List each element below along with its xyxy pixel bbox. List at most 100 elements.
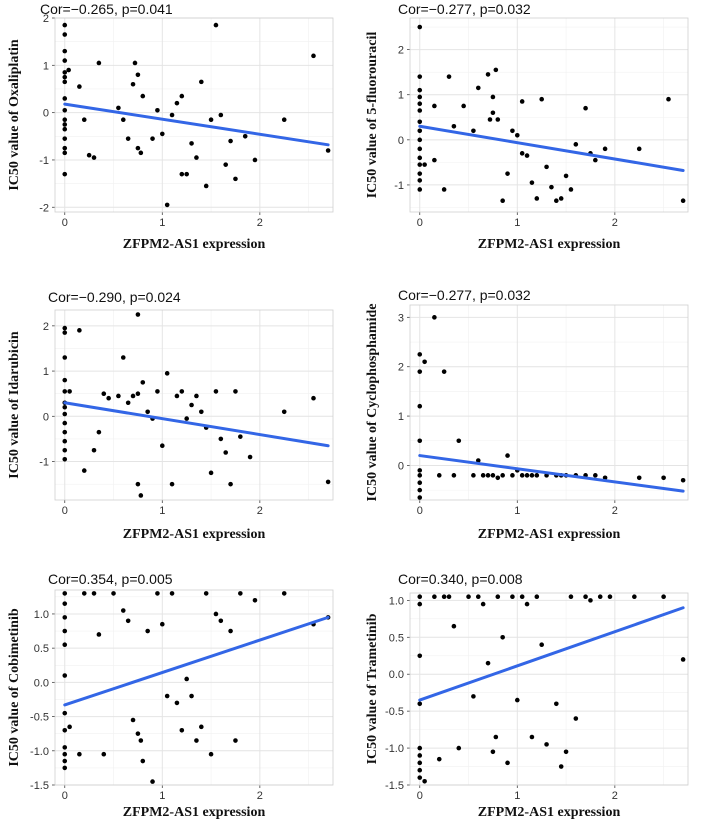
data-point xyxy=(563,173,569,179)
data-point xyxy=(62,758,68,764)
data-point xyxy=(62,456,68,462)
y-tick-label: 0.5 xyxy=(389,632,404,644)
data-point xyxy=(62,429,68,435)
data-point xyxy=(417,760,423,766)
data-point xyxy=(432,157,437,163)
data-point xyxy=(417,178,423,183)
data-point xyxy=(311,395,316,401)
data-point xyxy=(62,355,68,360)
data-point xyxy=(417,438,423,444)
data-point xyxy=(661,475,666,481)
plot-background xyxy=(55,18,333,212)
y-tick-label: 2 xyxy=(398,362,404,374)
data-point xyxy=(66,67,71,73)
data-point xyxy=(417,601,423,607)
data-point xyxy=(417,767,423,773)
x-tick-label: 0 xyxy=(62,217,68,229)
data-point xyxy=(164,693,170,699)
y-axis-label: IC50 value of Cobimetinib xyxy=(7,608,22,767)
y-tick-label: -1.5 xyxy=(385,780,404,792)
data-point xyxy=(510,473,515,478)
data-point xyxy=(554,198,559,204)
data-point xyxy=(189,402,194,408)
data-point xyxy=(62,591,68,596)
data-point xyxy=(62,411,68,417)
chart-title: Cor=0.354, p=0.005 xyxy=(48,571,173,587)
data-point xyxy=(62,117,68,123)
data-point xyxy=(680,657,686,662)
data-point xyxy=(573,142,579,147)
data-point xyxy=(417,87,423,93)
data-point xyxy=(500,198,505,204)
data-point xyxy=(62,389,68,394)
data-point xyxy=(194,738,199,743)
trend-line xyxy=(63,401,330,448)
data-point xyxy=(62,145,68,151)
data-point xyxy=(441,369,447,374)
data-point xyxy=(417,74,423,79)
data-point xyxy=(451,123,457,129)
data-point xyxy=(120,355,126,360)
data-point xyxy=(539,642,544,647)
data-point xyxy=(135,481,141,487)
data-point xyxy=(252,597,258,603)
plot-border xyxy=(409,304,689,501)
data-point xyxy=(62,447,68,453)
data-point xyxy=(417,753,423,758)
data-point xyxy=(218,618,224,624)
data-point xyxy=(199,724,204,730)
data-point xyxy=(81,117,87,123)
data-point xyxy=(417,473,423,478)
x-axis-label: ZFPM2-AS1 expression xyxy=(123,805,266,820)
plot-background xyxy=(55,310,333,500)
data-point xyxy=(62,404,68,410)
data-point xyxy=(487,117,493,122)
x-tick-label: 1 xyxy=(514,217,520,229)
data-point xyxy=(62,751,68,757)
plot-border xyxy=(409,17,689,213)
data-point xyxy=(111,591,116,596)
data-point xyxy=(441,187,447,192)
y-axis-label: IC50 value of Idarubicin xyxy=(7,331,22,479)
data-point xyxy=(417,155,423,161)
plot-background xyxy=(55,590,333,785)
data-point xyxy=(311,53,316,59)
x-tick-label: 0 xyxy=(417,790,423,802)
data-point xyxy=(495,475,501,481)
data-point xyxy=(140,93,146,99)
data-point xyxy=(62,171,68,177)
trend-line xyxy=(63,615,330,707)
plot-background xyxy=(410,18,688,212)
data-point xyxy=(524,153,530,158)
data-point xyxy=(666,96,671,102)
x-tick-label: 0 xyxy=(417,505,423,517)
data-point xyxy=(67,724,72,730)
data-point xyxy=(77,328,82,333)
data-point xyxy=(417,171,423,176)
data-point xyxy=(471,128,476,134)
data-point xyxy=(247,454,253,460)
data-point xyxy=(436,756,442,762)
data-point xyxy=(218,112,224,118)
data-point xyxy=(432,594,437,599)
data-point xyxy=(62,673,68,678)
x-tick-label: 2 xyxy=(612,217,618,229)
data-point xyxy=(544,164,549,170)
data-point xyxy=(593,473,598,478)
data-point xyxy=(179,389,185,394)
plot-border xyxy=(54,309,334,501)
x-tick-label: 2 xyxy=(612,790,618,802)
data-point xyxy=(199,409,204,415)
trend-line xyxy=(418,454,685,493)
data-point xyxy=(325,148,331,153)
data-point xyxy=(62,32,68,37)
x-tick-label: 2 xyxy=(257,790,263,802)
data-point xyxy=(466,594,471,599)
data-point xyxy=(417,24,423,30)
data-point xyxy=(417,352,423,357)
data-point xyxy=(184,171,189,177)
chart-panel-5: 0 1 2 -1.5 -1.0 -0.5 0.0 0.5 1.0 Cor=0.354, p=0.0… xyxy=(7,571,334,820)
data-point xyxy=(116,105,121,111)
